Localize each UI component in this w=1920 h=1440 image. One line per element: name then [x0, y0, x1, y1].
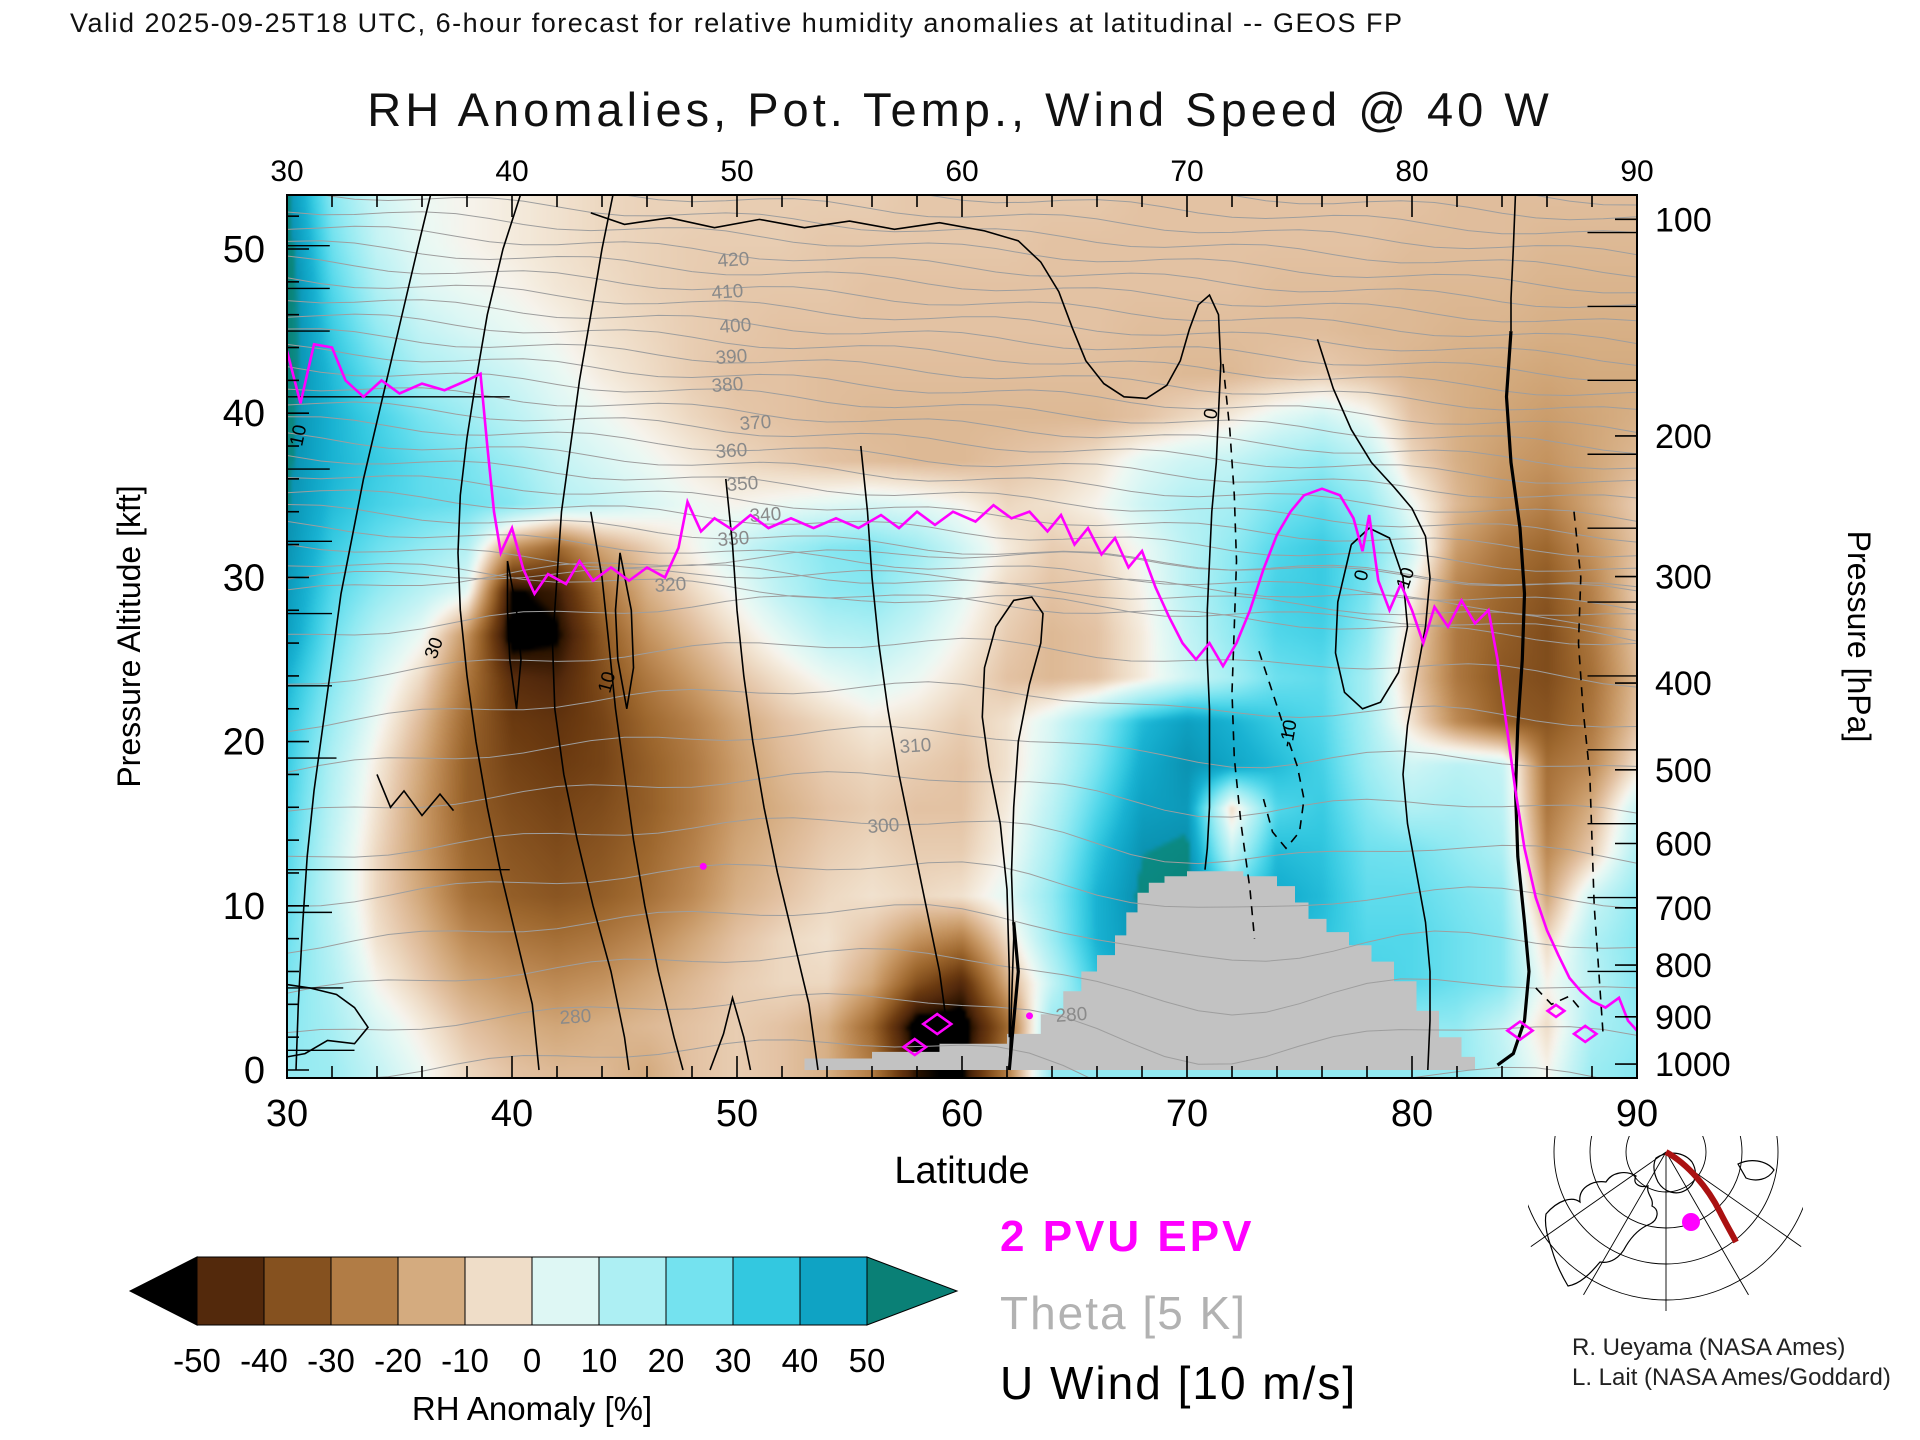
svg-text:10: 10: [223, 886, 265, 928]
svg-text:370: 370: [739, 412, 772, 435]
plot-content: 4204104003903803703603503403303203103002…: [286, 195, 1637, 1078]
svg-text:40: 40: [782, 1342, 819, 1379]
svg-text:Pressure [hPa]: Pressure [hPa]: [1841, 531, 1877, 743]
svg-text:50: 50: [223, 229, 265, 271]
svg-text:280: 280: [1055, 1004, 1088, 1027]
svg-text:90: 90: [1620, 155, 1653, 188]
uwind-contours: [287, 195, 1637, 1071]
svg-text:420: 420: [717, 249, 750, 272]
svg-text:0: 0: [244, 1050, 265, 1092]
svg-text:0: 0: [523, 1342, 541, 1379]
svg-text:390: 390: [715, 346, 748, 369]
svg-text:50: 50: [716, 1093, 758, 1135]
svg-text:600: 600: [1655, 825, 1712, 863]
svg-text:-30: -30: [307, 1342, 355, 1379]
map-cross-section-track: [1664, 1149, 1739, 1244]
svg-text:60: 60: [941, 1093, 983, 1135]
svg-text:0: 0: [1351, 568, 1374, 584]
theta-labels: 4204104003903803703603503403303203103002…: [559, 249, 1088, 1029]
svg-text:60: 60: [945, 155, 978, 188]
inset-map: [1528, 1136, 1803, 1311]
svg-text:50: 50: [720, 155, 753, 188]
svg-text:90: 90: [1616, 1093, 1658, 1135]
svg-text:40: 40: [495, 155, 528, 188]
svg-text:700: 700: [1655, 890, 1712, 928]
rh-anomaly-heatmap: [287, 195, 1637, 1078]
svg-text:350: 350: [726, 473, 759, 496]
svg-text:80: 80: [1391, 1093, 1433, 1135]
svg-text:800: 800: [1655, 947, 1712, 985]
axis-ticks: [286, 195, 1638, 1078]
colorbar: -50 -40 -30 -20 -10 0 10 20 30 40 50 RH Anomaly [%]: [128, 1256, 959, 1427]
legend-pv-epv: 2 PVU EPV: [1000, 1212, 1255, 1261]
credit-line-1: R. Ueyama (NASA Ames): [1572, 1334, 1846, 1361]
svg-text:Pressure Altitude [kft]: Pressure Altitude [kft]: [111, 485, 147, 787]
svg-text:-10: -10: [441, 1342, 489, 1379]
terrain-silhouette: [804, 871, 1475, 1070]
svg-text:310: 310: [899, 735, 932, 758]
svg-text:200: 200: [1655, 418, 1712, 456]
pv-2pvu-line: [287, 342, 1637, 1057]
axis-tick-labels: 3030404050506060707080809090010203040501…: [111, 155, 1877, 1192]
theta-contours: [287, 195, 1637, 1078]
svg-text:10: 10: [581, 1342, 618, 1379]
svg-text:30: 30: [421, 635, 448, 662]
svg-text:-20: -20: [374, 1342, 422, 1379]
svg-text:300: 300: [1655, 559, 1712, 597]
svg-text:900: 900: [1655, 999, 1712, 1037]
svg-text:1000: 1000: [1655, 1046, 1731, 1084]
legend-uwind: U Wind [10 m/s]: [1000, 1357, 1358, 1409]
svg-text:30: 30: [223, 557, 265, 599]
svg-text:400: 400: [719, 315, 752, 338]
svg-text:40: 40: [223, 393, 265, 435]
svg-text:70: 70: [1170, 155, 1203, 188]
svg-text:10: 10: [286, 423, 311, 448]
colorbar-labels: -50 -40 -30 -20 -10 0 10 20 30 40 50 RH Anomaly [%]: [173, 1342, 885, 1427]
svg-text:20: 20: [223, 722, 265, 764]
svg-text:Latitude: Latitude: [894, 1150, 1029, 1192]
uwind-labels: 10 30 10 0 0 10 -10: [286, 407, 1420, 749]
legend-theta: Theta [5 K]: [1000, 1287, 1248, 1339]
svg-text:100: 100: [1655, 201, 1712, 239]
svg-text:80: 80: [1395, 155, 1428, 188]
svg-text:-40: -40: [240, 1342, 288, 1379]
svg-text:410: 410: [711, 281, 744, 304]
svg-text:-50: -50: [173, 1342, 221, 1379]
valid-time-line: Valid 2025-09-25T18 UTC, 6-hour forecast…: [70, 8, 1404, 38]
svg-text:500: 500: [1655, 752, 1712, 790]
svg-text:30: 30: [270, 155, 303, 188]
svg-text:40: 40: [491, 1093, 533, 1135]
svg-text:380: 380: [711, 374, 744, 397]
svg-text:10: 10: [1393, 565, 1420, 592]
svg-text:280: 280: [559, 1006, 592, 1029]
svg-text:330: 330: [717, 528, 750, 551]
svg-text:300: 300: [867, 815, 900, 838]
svg-text:0: 0: [1200, 407, 1223, 421]
svg-text:50: 50: [849, 1342, 886, 1379]
svg-text:360: 360: [715, 440, 748, 463]
svg-text:400: 400: [1655, 665, 1712, 703]
svg-text:70: 70: [1166, 1093, 1208, 1135]
svg-text:20: 20: [648, 1342, 685, 1379]
axes-frame: [286, 194, 1638, 1079]
svg-text:-10: -10: [1276, 718, 1301, 749]
svg-text:30: 30: [266, 1093, 308, 1135]
svg-text:320: 320: [654, 574, 687, 597]
map-location-dot: [1682, 1213, 1700, 1231]
page-title: RH Anomalies, Pot. Temp., Wind Speed @ 4…: [367, 83, 1553, 136]
svg-text:RH Anomaly [%]: RH Anomaly [%]: [412, 1390, 652, 1427]
svg-text:30: 30: [715, 1342, 752, 1379]
svg-text:10: 10: [595, 669, 621, 695]
credit-line-2: L. Lait (NASA Ames/Goddard): [1572, 1364, 1891, 1391]
